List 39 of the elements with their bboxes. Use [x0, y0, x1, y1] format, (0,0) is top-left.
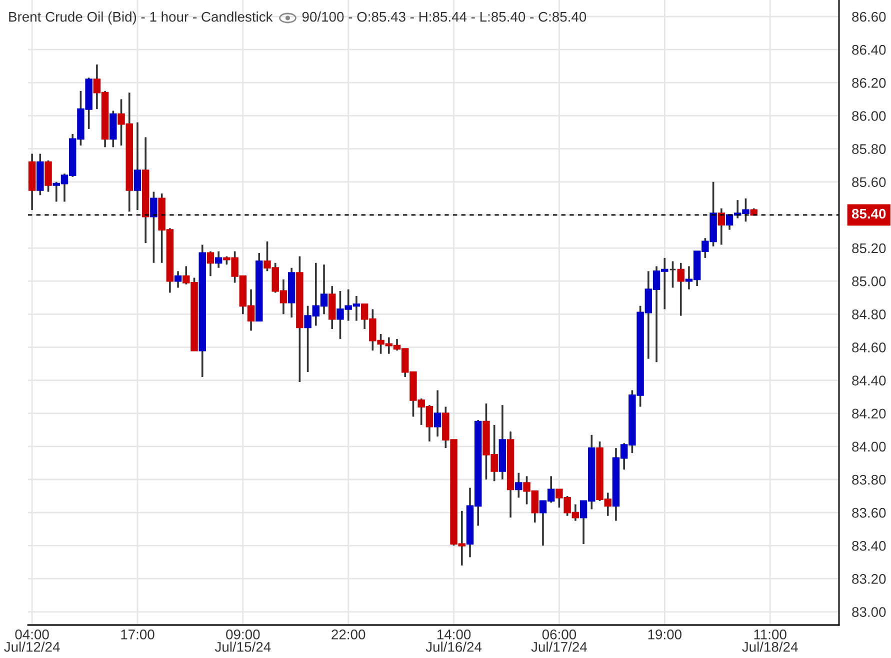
- text: Brent Crude Oil (Bid) - 1 hour - Candlestick: [9, 12, 273, 24]
- candlestick: [669, 260, 676, 289]
- x-tick-label: 09:00 Jul/15/24: [214, 630, 271, 652]
- candlestick: [150, 190, 158, 264]
- candlestick: [214, 250, 222, 269]
- y-tick-label: 85.80: [852, 144, 886, 154]
- y-tick-label: 84.00: [852, 442, 886, 452]
- y-tick-label: 85.60: [852, 177, 886, 188]
- y-tick-label: 86.60: [852, 12, 886, 22]
- candlestick: [44, 159, 52, 193]
- y-tick-label: 84.80: [852, 309, 886, 320]
- candlestick: [718, 207, 726, 246]
- y-tick-label: 86.20: [852, 78, 886, 88]
- y-tick-label: 83.80: [852, 474, 886, 485]
- x-tick-label: 11:00 Jul/18/24: [742, 630, 798, 652]
- y-tick-label: 83.20: [852, 574, 886, 584]
- y-tick-label: 84.20: [852, 408, 886, 419]
- y-tick-label: 86.40: [852, 44, 886, 55]
- candlestick: [174, 270, 182, 289]
- candlestick: [134, 121, 142, 211]
- x-tick-label: 04:00 Jul/12/24: [4, 630, 60, 652]
- ref-line-label: 85.40: [852, 208, 886, 219]
- x-tick-label: 19:00: [648, 630, 682, 640]
- y-tick-label: 83.00: [852, 607, 886, 617]
- y-tick-label: 83.60: [852, 508, 886, 518]
- y-tick-label: 83.40: [852, 540, 886, 551]
- text: 90/100 - O:85.43 - H:85.44 - L:85.40 - C:85.40: [302, 12, 586, 22]
- x-tick-label: 14:00 Jul/16/24: [426, 630, 482, 652]
- y-tick-label: 86.00: [852, 111, 886, 121]
- y-tick-label: 84.60: [852, 342, 886, 352]
- y-tick-label: 84.40: [852, 376, 886, 386]
- candlestick: [206, 250, 214, 278]
- y-tick-label: 85.00: [852, 276, 886, 286]
- x-tick-label: 22:00: [332, 630, 366, 640]
- x-tick-label: 17:00: [121, 630, 154, 640]
- candlestick: [434, 389, 442, 438]
- x-tick-label: 06:00 Jul/17/24: [531, 630, 587, 652]
- candlestick: [515, 472, 522, 499]
- y-tick-label: 85.20: [852, 243, 886, 254]
